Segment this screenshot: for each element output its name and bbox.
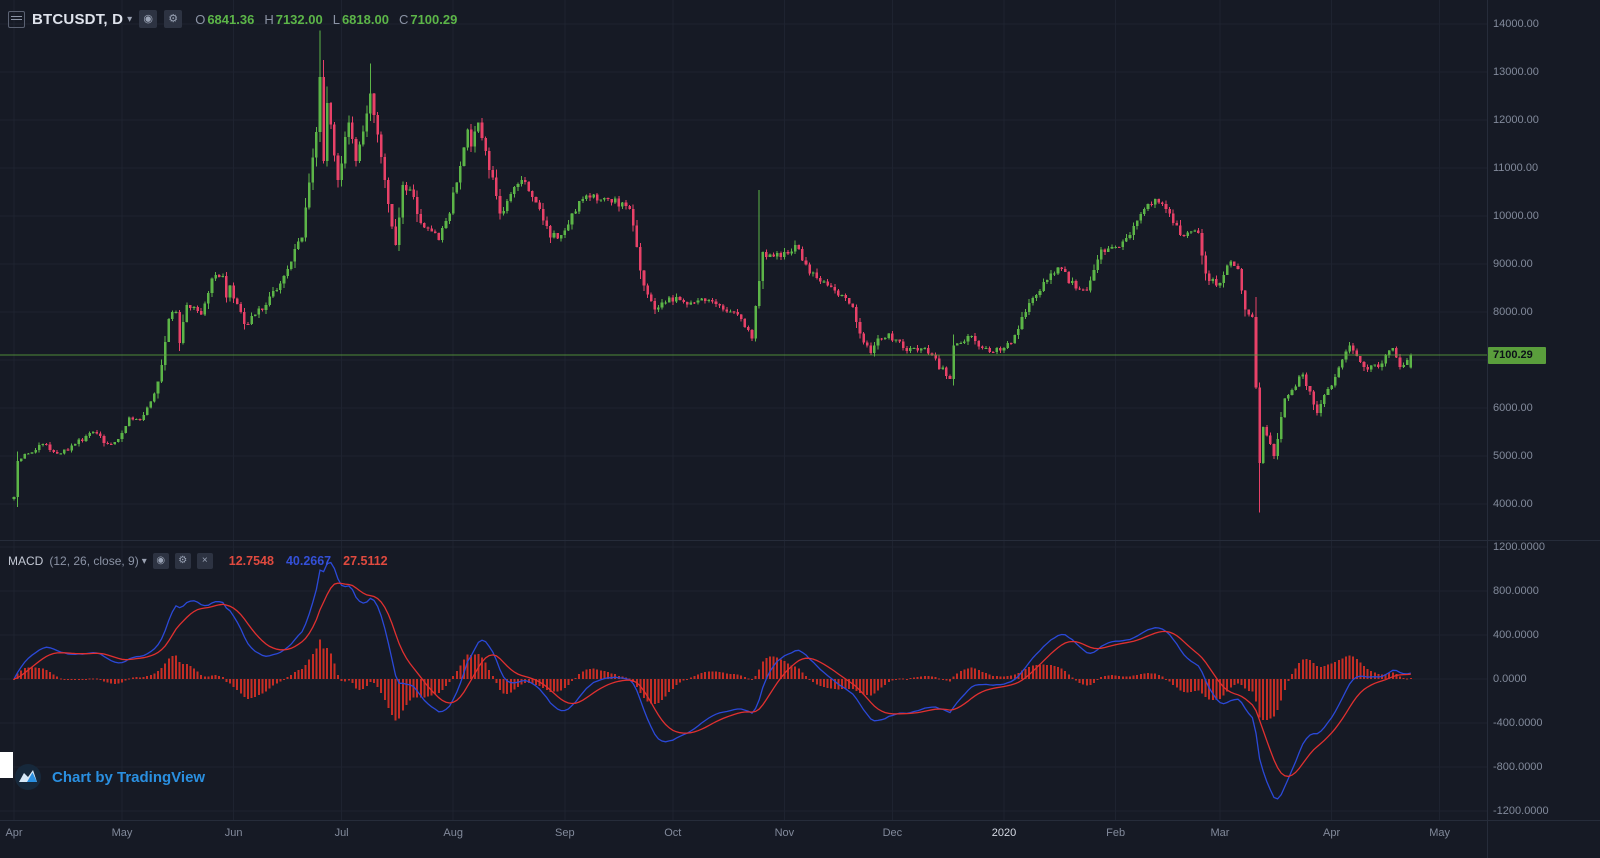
price-axis-label: 9000.00 xyxy=(1493,258,1533,270)
price-axis[interactable]: 14000.00 13000.00 12000.00 11000.00 10000.00… xyxy=(1488,0,1600,820)
time-axis-label: Apr xyxy=(1323,827,1341,839)
price-axis-border xyxy=(1487,0,1488,858)
time-axis-label: Nov xyxy=(774,827,795,839)
gear-icon[interactable]: ⚙ xyxy=(164,10,183,28)
ohlc-close: C 7100.29 xyxy=(398,11,458,27)
price-axis-label: 8000.00 xyxy=(1493,306,1533,318)
white-box xyxy=(0,752,13,778)
price-axis-label: 13000.00 xyxy=(1493,66,1539,78)
macd-line-value: 40.2667 xyxy=(285,554,332,568)
price-axis-label: 12000.00 xyxy=(1493,114,1539,126)
time-axis-label: 2020 xyxy=(991,827,1017,839)
price-axis-label: 14000.00 xyxy=(1493,18,1539,30)
tradingview-logo-icon xyxy=(15,764,41,790)
time-axis-label: Dec xyxy=(882,827,903,839)
macd-legend: MACD (12, 26, close, 9) ▾ ◉ ⚙ × 12.7548 … xyxy=(8,552,388,570)
time-axis-label: Aug xyxy=(443,827,463,839)
pane-divider[interactable] xyxy=(0,540,1600,541)
circle-style-icon[interactable]: ◉ xyxy=(139,10,158,28)
close-icon[interactable]: × xyxy=(196,553,213,569)
macd-axis-label: 0.0000 xyxy=(1493,673,1527,685)
ohlc-values: O 6841.36 H 7132.00 L 6818.00 C 7100.29 xyxy=(195,12,457,27)
price-axis-label: 11000.00 xyxy=(1493,162,1539,174)
menu-icon[interactable] xyxy=(8,10,25,28)
attribution-text[interactable]: Chart by TradingView xyxy=(52,768,206,786)
time-axis-label: Jul xyxy=(334,827,349,839)
macd-title[interactable]: MACD xyxy=(8,554,44,568)
price-axis-label: 10000.00 xyxy=(1493,210,1539,222)
gear-icon[interactable]: ⚙ xyxy=(174,553,191,569)
ohlc-low: L 6818.00 xyxy=(332,11,389,27)
visibility-icon[interactable]: ◉ xyxy=(152,553,169,569)
time-axis-label: Feb xyxy=(1106,827,1126,839)
time-axis-label: Apr xyxy=(5,827,23,839)
time-axis-label: Mar xyxy=(1210,827,1230,839)
macd-axis-label: -400.0000 xyxy=(1493,717,1543,729)
time-axis[interactable]: Apr May Jun Jul Aug Sep Oct Nov Dec 2020 Feb Mar Apr… xyxy=(0,821,1487,858)
time-axis-border xyxy=(0,820,1600,821)
macd-params: (12, 26, close, 9) xyxy=(49,554,139,568)
macd-signal-value: 27.5112 xyxy=(343,554,388,568)
time-axis-label: Oct xyxy=(664,827,682,839)
macd-axis-label: 1200.0000 xyxy=(1493,541,1545,553)
price-axis-label: 6000.00 xyxy=(1493,402,1533,414)
macd-axis-label: 400.0000 xyxy=(1493,629,1539,641)
symbol-legend: BTCUSDT, D ▾ ◉ ⚙ O 6841.36 H 7132.00 L 6818… xyxy=(8,8,457,30)
macd-axis-label: -800.0000 xyxy=(1493,761,1543,773)
time-axis-label: Jun xyxy=(224,827,243,839)
symbol-title[interactable]: BTCUSDT, D xyxy=(32,10,124,28)
price-axis-label: 4000.00 xyxy=(1493,498,1533,510)
price-axis-label: 5000.00 xyxy=(1493,450,1533,462)
chevron-down-icon[interactable]: ▾ xyxy=(127,13,133,25)
time-axis-label: May xyxy=(111,827,133,839)
chevron-down-icon[interactable]: ▾ xyxy=(141,555,147,567)
macd-values: 12.7548 40.2667 27.5112 xyxy=(229,554,388,568)
ohlc-open: O 6841.36 xyxy=(195,11,255,27)
macd-axis-label: -1200.0000 xyxy=(1493,805,1549,817)
time-axis-label: May xyxy=(1429,827,1450,839)
macd-axis-label: 800.0000 xyxy=(1493,585,1539,597)
tradingview-attribution[interactable]: Chart by TradingView xyxy=(14,763,205,791)
last-price-tag: 7100.29 xyxy=(1488,346,1546,364)
ohlc-high: H 7132.00 xyxy=(264,11,323,27)
time-axis-label: Sep xyxy=(555,827,575,839)
macd-histogram-value: 12.7548 xyxy=(228,554,274,568)
